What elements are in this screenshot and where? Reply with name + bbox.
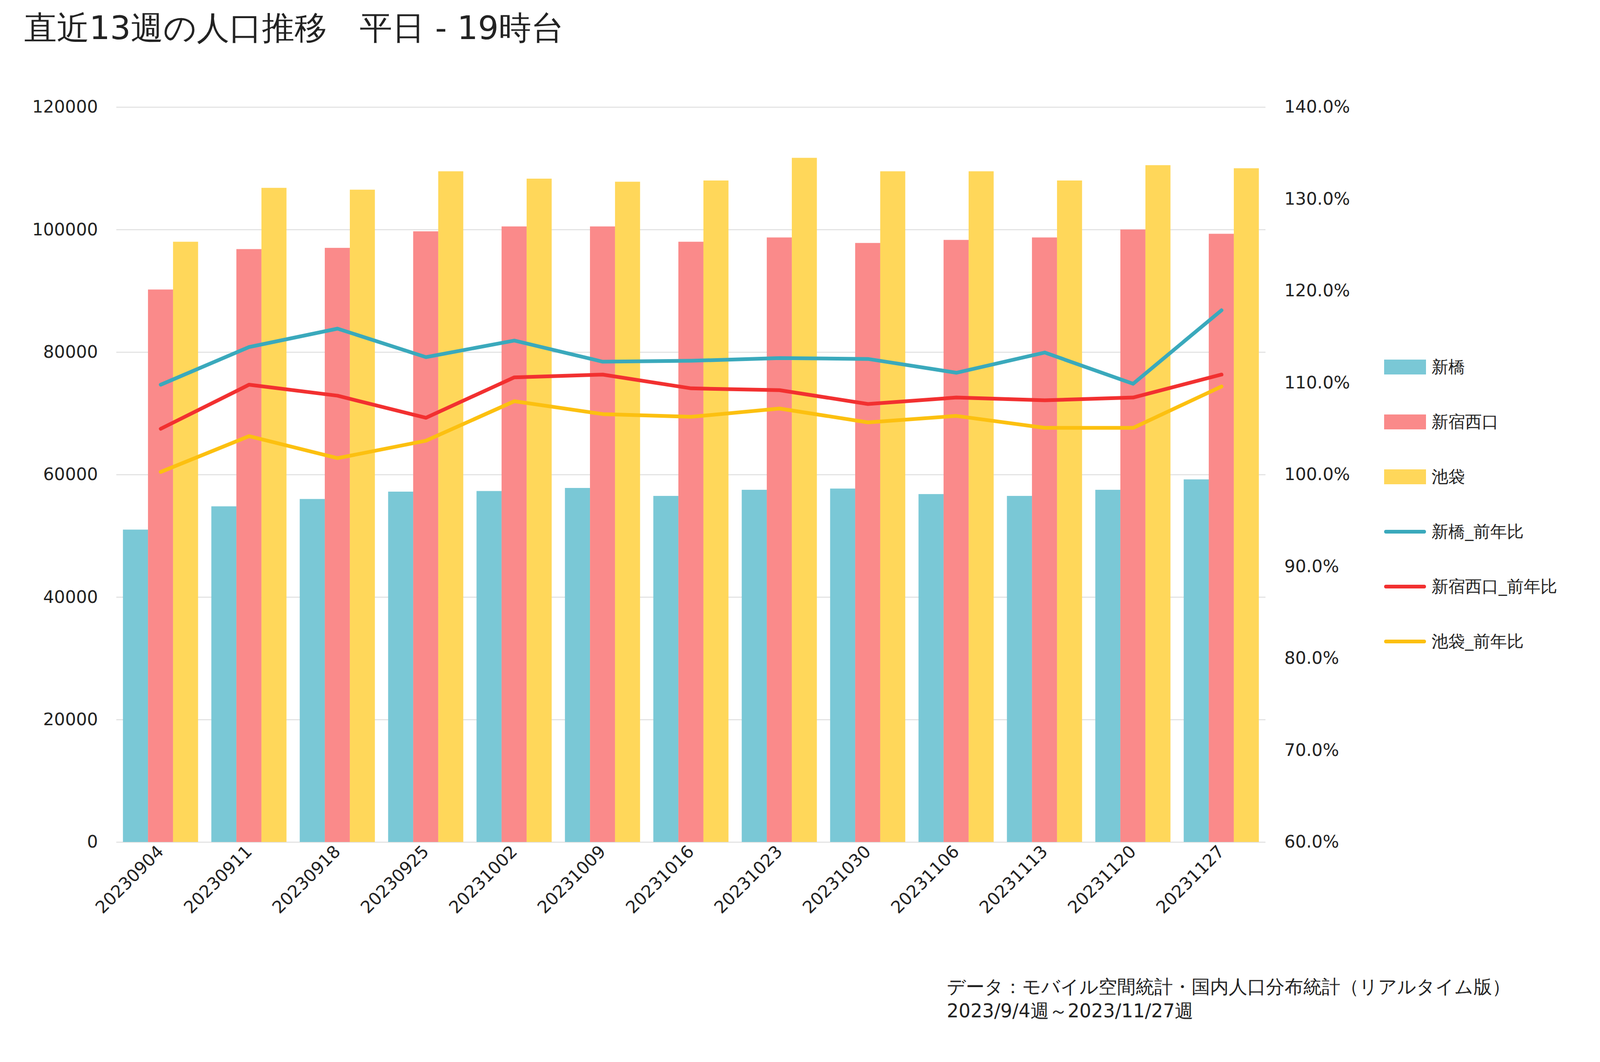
html-text:新宿西口: 新宿西口: [1431, 411, 1499, 432]
html-text:2023/9/4週～2023/11/27週: 2023/9/4週～2023/11/27週: [946, 1000, 1194, 1022]
svg-text:140.0%: 140.0%: [1284, 96, 1351, 117]
html-text:データ：モバイル空間統計・国内人口分布統計（リアルタイム版）: データ：モバイル空間統計・国内人口分布統計（リアルタイム版）: [946, 976, 1511, 998]
svg-text:20231002: 20231002: [445, 841, 522, 918]
svg-text:20231030: 20231030: [798, 841, 876, 918]
svg-text:40000: 40000: [43, 587, 99, 608]
svg-text:130.0%: 130.0%: [1284, 188, 1351, 209]
svg-text:20231023: 20231023: [710, 841, 787, 918]
svg-text:20231127: 20231127: [1152, 841, 1229, 918]
svg-text:20231009: 20231009: [533, 841, 610, 918]
svg-text:120000: 120000: [32, 96, 98, 117]
svg-text:20230918: 20230918: [268, 841, 345, 918]
svg-text:20000: 20000: [43, 709, 99, 730]
svg-text:90.0%: 90.0%: [1284, 556, 1340, 577]
svg-text:60.0%: 60.0%: [1284, 831, 1340, 852]
svg-text:20231120: 20231120: [1064, 841, 1141, 918]
html-text:新橋_前年比: 新橋_前年比: [1431, 521, 1524, 541]
svg-text:80000: 80000: [43, 341, 99, 362]
html-text:池袋_前年比: 池袋_前年比: [1431, 631, 1524, 651]
svg-text:0: 0: [87, 831, 99, 852]
svg-text:70.0%: 70.0%: [1284, 740, 1340, 761]
svg-text:20231016: 20231016: [622, 841, 699, 918]
svg-text:20230904: 20230904: [91, 841, 168, 918]
svg-text:20231106: 20231106: [887, 841, 964, 918]
html-text:直近13週の人口推移 平日 - 19時台: 直近13週の人口推移 平日 - 19時台: [24, 8, 564, 47]
svg-text:80.0%: 80.0%: [1284, 648, 1340, 669]
svg-text:110.0%: 110.0%: [1284, 372, 1351, 393]
html-text:池袋: 池袋: [1431, 466, 1466, 486]
svg-text:60000: 60000: [43, 464, 99, 485]
html-text:新橋: 新橋: [1431, 357, 1466, 377]
html-text:新宿西口_前年比: 新宿西口_前年比: [1431, 576, 1558, 596]
svg-text:20230925: 20230925: [356, 841, 434, 918]
svg-text:20230911: 20230911: [180, 841, 257, 918]
svg-text:120.0%: 120.0%: [1284, 280, 1351, 301]
svg-text:100.0%: 100.0%: [1284, 464, 1351, 485]
svg-text:20231113: 20231113: [975, 841, 1052, 918]
svg-text:100000: 100000: [32, 219, 98, 240]
